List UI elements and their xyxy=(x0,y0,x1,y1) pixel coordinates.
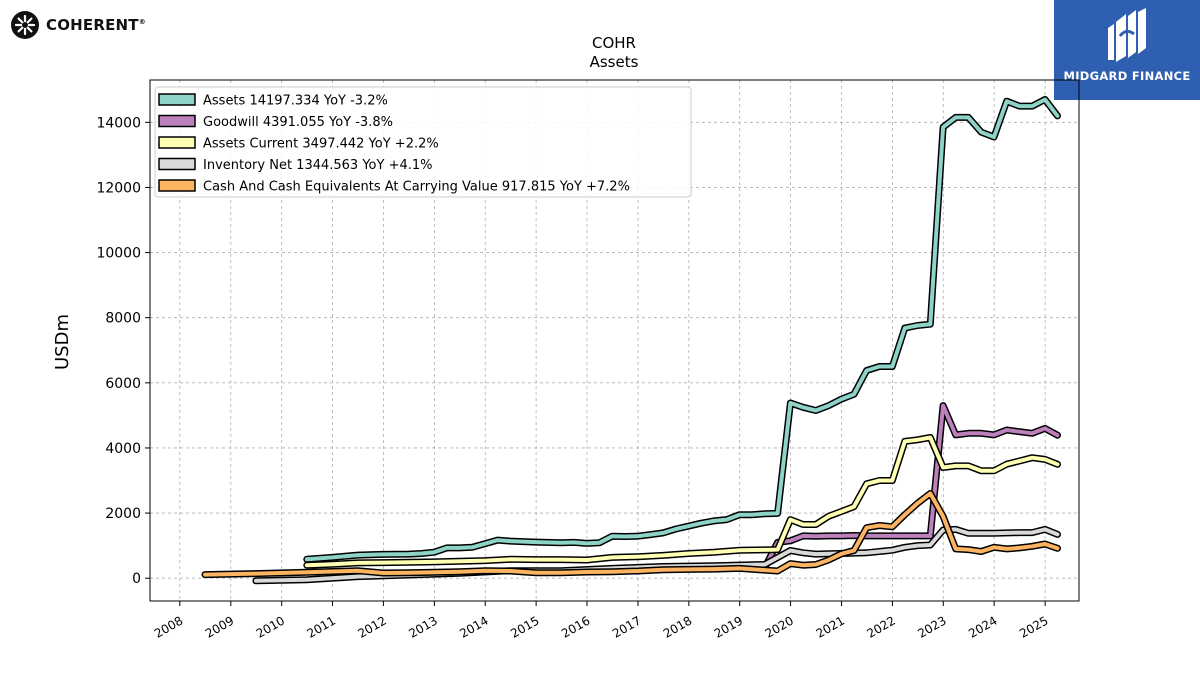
y-tick-label: 14000 xyxy=(96,115,141,131)
y-tick-label: 4000 xyxy=(105,441,141,457)
x-tick-label: 2015 xyxy=(508,613,541,640)
y-tick-label: 6000 xyxy=(105,376,141,392)
y-tick-label: 10000 xyxy=(96,246,141,262)
x-tick-label: 2024 xyxy=(966,613,999,640)
series-assets-current xyxy=(303,434,1061,569)
x-tick-label: 2020 xyxy=(763,613,796,640)
x-tick-label: 2021 xyxy=(814,613,847,640)
midgard-finance-badge: MIDGARD FINANCE xyxy=(1054,0,1200,100)
legend-label: Goodwill 4391.055 YoY -3.8% xyxy=(203,115,393,130)
x-tick-label: 2025 xyxy=(1017,613,1050,640)
series-cash-and-cash-equivalents-at-carrying-value xyxy=(201,490,1061,579)
x-tick-label: 2018 xyxy=(661,613,694,640)
x-tick-label: 2022 xyxy=(864,613,897,640)
series-goodwill xyxy=(761,402,1061,571)
legend-label: Inventory Net 1344.563 YoY +4.1% xyxy=(203,158,433,173)
chart-title: COHR xyxy=(592,34,636,52)
legend-label: Assets 14197.334 YoY -3.2% xyxy=(203,94,388,109)
x-tick-label: 2016 xyxy=(559,613,592,640)
x-tick-label: 2023 xyxy=(915,613,948,640)
x-tick-label: 2017 xyxy=(610,613,643,640)
legend-swatch xyxy=(158,157,196,171)
legend-label: Assets Current 3497.442 YoY +2.2% xyxy=(203,137,439,152)
legend-box xyxy=(154,86,692,198)
legend-swatch xyxy=(158,93,196,106)
legend: Assets 14197.334 YoY -3.2% Goodwill 4391.… xyxy=(154,86,692,198)
series-line xyxy=(203,491,1060,577)
legend-swatch xyxy=(158,114,196,128)
badge-text: MIDGARD FINANCE xyxy=(1063,69,1191,83)
x-tick-label: 2011 xyxy=(305,613,338,640)
plot-frame xyxy=(149,79,1080,602)
x-tick-label: 2010 xyxy=(254,613,287,640)
coherent-logo-text: COHERENT® xyxy=(46,16,146,34)
legend-label: Cash And Cash Equivalents At Carrying Va… xyxy=(203,180,630,195)
series-line xyxy=(304,435,1060,568)
series-layer xyxy=(201,96,1061,585)
legend-swatch xyxy=(158,136,196,149)
legend-swatch xyxy=(158,179,196,192)
x-tick-label: 2012 xyxy=(355,613,388,640)
y-axis-label: USDm xyxy=(52,314,73,370)
x-tick-label: 2009 xyxy=(203,613,236,640)
legend-item: Inventory Net 1344.563 YoY +4.1% xyxy=(158,157,433,173)
midgard-logo-icon xyxy=(1108,8,1146,62)
series-line-outline xyxy=(303,434,1061,569)
y-tick-label: 2000 xyxy=(105,506,141,522)
series-assets xyxy=(303,96,1061,563)
series-line xyxy=(762,403,1060,570)
x-tick-label: 2014 xyxy=(457,613,490,640)
x-tick-label: 2008 xyxy=(152,613,185,640)
coherent-logo: COHERENT® xyxy=(10,10,146,40)
legend-item: Goodwill 4391.055 YoY -3.8% xyxy=(158,114,393,130)
legend-item: Assets 14197.334 YoY -3.2% xyxy=(158,93,388,109)
x-tick-label: 2019 xyxy=(712,613,745,640)
legend-item: Assets Current 3497.442 YoY +2.2% xyxy=(158,136,439,152)
chart-subtitle: Assets xyxy=(590,53,639,71)
legend-item: Cash And Cash Equivalents At Carrying Va… xyxy=(158,179,630,195)
y-tick-label: 12000 xyxy=(96,180,141,196)
x-tick-label: 2013 xyxy=(406,613,439,640)
coherent-logo-icon xyxy=(11,11,39,39)
y-tick-label: 8000 xyxy=(105,311,141,327)
y-tick-label: 0 xyxy=(132,571,141,587)
series-line xyxy=(304,97,1060,562)
